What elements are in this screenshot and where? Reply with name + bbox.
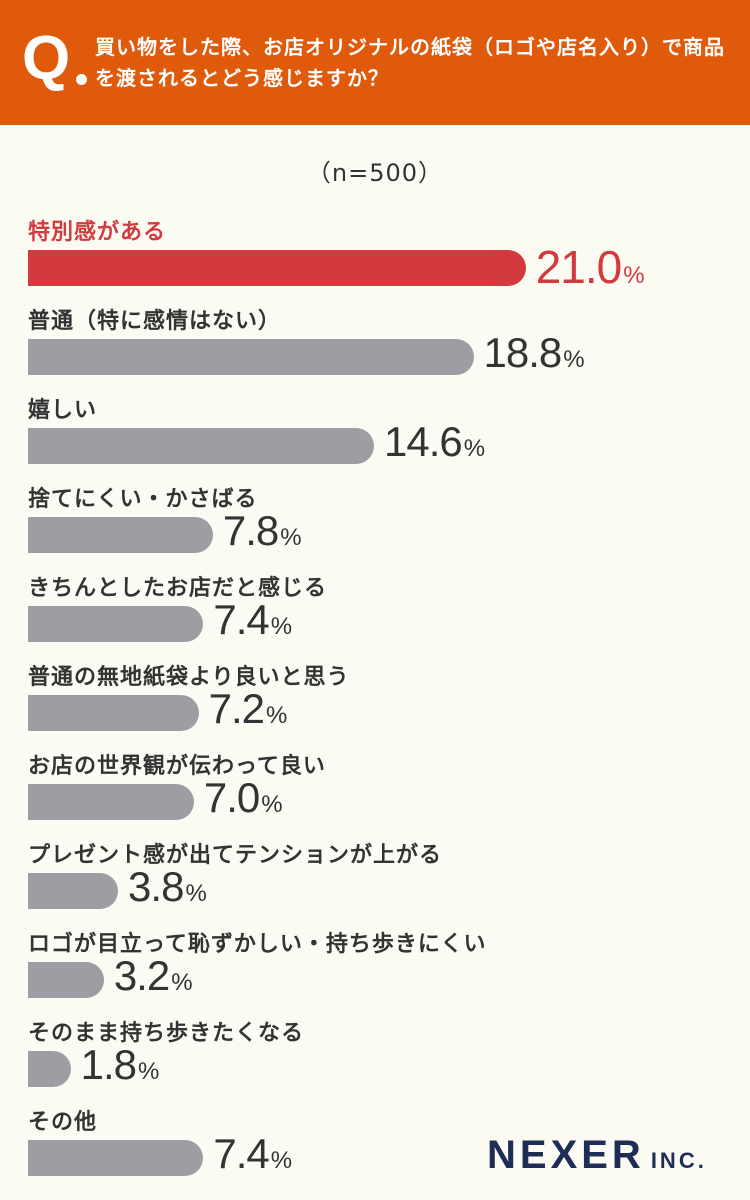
category-label: きちんとしたお店だと感じる [28, 576, 328, 601]
bar [28, 606, 204, 642]
category-label: 捨てにくい・かさばる [28, 487, 258, 512]
category-label: お店の世界観が伝わって良い [28, 754, 326, 779]
value-number: 21.0 [535, 241, 623, 293]
value-label: 7.4% [213, 1130, 292, 1178]
category-label: 普通（特に感情はない） [28, 309, 282, 334]
value-number: 7.8 [222, 507, 279, 554]
category-label: そのまま持ち歩きたくなる [28, 1021, 305, 1046]
bar [28, 962, 104, 998]
value-label: 3.8% [128, 863, 207, 911]
value-label: 21.0% [536, 240, 645, 294]
bar [28, 428, 375, 464]
bar [28, 517, 213, 553]
value-label: 3.2% [114, 952, 193, 1000]
value-unit: % [270, 1147, 293, 1174]
value-label: 1.8% [81, 1041, 160, 1089]
question-text: 買い物をした際、お店オリジナルの紙袋（ロゴや店名入り）で商品を渡されるとどう感じ… [95, 35, 725, 90]
value-label: 7.4% [213, 596, 292, 644]
value-label: 7.2% [209, 685, 288, 733]
value-number: 3.8 [128, 863, 184, 910]
value-unit: % [171, 969, 193, 996]
bar [28, 784, 194, 820]
nexer-logo: NEXER INC. [487, 1133, 707, 1178]
category-label: 特別感がある [28, 220, 167, 245]
value-unit: % [185, 880, 207, 907]
logo-sub: INC. [650, 1148, 707, 1173]
bar [28, 339, 474, 375]
category-label: その他 [28, 1110, 98, 1135]
value-unit: % [463, 435, 486, 462]
value-number: 3.2 [113, 952, 170, 999]
category-label: ロゴが目立って恥ずかしい・持ち歩きにくい [28, 932, 487, 957]
value-unit: % [270, 613, 293, 640]
bar [28, 873, 119, 909]
bar [28, 250, 526, 286]
logo-main: NEXER [487, 1133, 645, 1177]
value-label: 7.0% [204, 774, 283, 822]
question-header: Q 買い物をした際、お店オリジナルの紙袋（ロゴや店名入り）で商品を渡されるとどう… [0, 0, 750, 125]
value-number: 7.4 [213, 1130, 269, 1177]
category-label: 普通の無地紙袋より良いと思う [28, 665, 350, 690]
value-unit: % [138, 1058, 160, 1085]
value-number: 7.0 [203, 774, 260, 821]
value-number: 7.4 [213, 596, 269, 643]
value-number: 7.2 [208, 685, 265, 732]
category-label: プレゼント感が出てテンションが上がる [28, 843, 443, 868]
value-unit: % [563, 346, 585, 373]
value-unit: % [623, 262, 645, 289]
bar [28, 1051, 71, 1087]
bar [28, 695, 199, 731]
question-mark-dot [76, 74, 87, 85]
value-number: 1.8 [80, 1041, 137, 1088]
value-label: 7.8% [223, 507, 302, 555]
value-number: 18.8 [483, 329, 563, 376]
value-number: 14.6 [384, 418, 463, 465]
value-unit: % [280, 524, 302, 551]
bar [28, 1140, 204, 1176]
question-mark: Q [22, 24, 71, 93]
sample-size: （n=500） [306, 159, 444, 187]
value-unit: % [266, 702, 288, 729]
value-unit: % [261, 791, 283, 818]
value-label: 18.8% [484, 329, 585, 377]
category-label: 嬉しい [28, 398, 98, 423]
value-label: 14.6% [384, 418, 485, 466]
